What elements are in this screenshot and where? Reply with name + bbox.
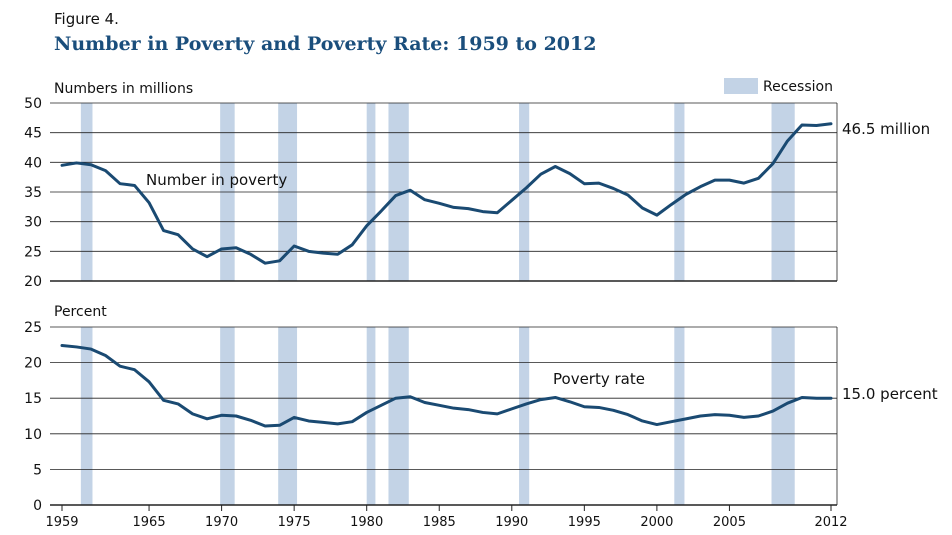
chart-text: 20 25 30 35 40 45 50 0 5 10 15 20 25 1959 1965 1970 1975… [24,96,847,530]
x-tick-label-2: 1970 [205,515,238,530]
recession-band-1-5 [519,327,530,505]
gridlines [50,102,838,511]
bottom-panel-ylabel: Percent [54,304,107,320]
y-tick-label-1-3: 15 [24,391,42,407]
poverty-rate-label: Poverty rate [553,370,645,388]
recession-band-1-3 [366,327,376,505]
recession-band-1-6 [674,327,685,505]
recession-band-1-4 [388,327,409,505]
x-tick-label-5: 1985 [423,515,456,530]
x-tick-label-1: 1965 [133,515,166,530]
series-lines [60,122,833,428]
y-tick-label-1-0: 0 [33,498,42,514]
legend-recession-label: Recession [763,79,833,95]
recession-bands [80,103,795,505]
x-tick-label-3: 1975 [278,515,311,530]
series-line-1 [60,344,833,428]
x-tick-label-10: 2012 [814,515,847,530]
y-tick-label-1-5: 25 [24,320,42,336]
chart-title: Number in Poverty and Poverty Rate: 1959… [54,33,597,55]
recession-band-1-0 [80,327,93,505]
recession-band-1-2 [278,327,298,505]
y-tick-label-0-6: 50 [24,96,42,112]
y-tick-label-0-2: 30 [24,215,42,231]
recession-band-1-7 [771,327,795,505]
y-tick-label-1-2: 10 [24,427,42,443]
figure-label: Figure 4. [54,10,119,28]
y-tick-label-0-4: 40 [24,155,42,171]
y-tick-label-0-0: 20 [24,274,42,290]
y-tick-label-0-5: 45 [24,126,42,142]
top-end-label: 46.5 million [842,120,930,138]
legend-recession-swatch [724,78,758,94]
y-tick-label-0-3: 35 [24,185,42,201]
y-tick-label-0-1: 25 [24,244,42,260]
x-tick-label-8: 2000 [640,515,673,530]
x-tick-label-0: 1959 [45,515,78,530]
x-tick-label-7: 1995 [568,515,601,530]
y-tick-label-1-4: 20 [24,356,42,372]
x-tick-label-6: 1990 [495,515,528,530]
bottom-end-label: 15.0 percent [842,385,938,403]
top-panel-ylabel: Numbers in millions [54,81,193,97]
series-line-0 [60,122,833,265]
x-tick-label-4: 1980 [350,515,383,530]
y-tick-label-1-1: 5 [33,462,42,478]
x-tick-label-9: 2005 [713,515,746,530]
number-in-poverty-label: Number in poverty [146,171,287,189]
